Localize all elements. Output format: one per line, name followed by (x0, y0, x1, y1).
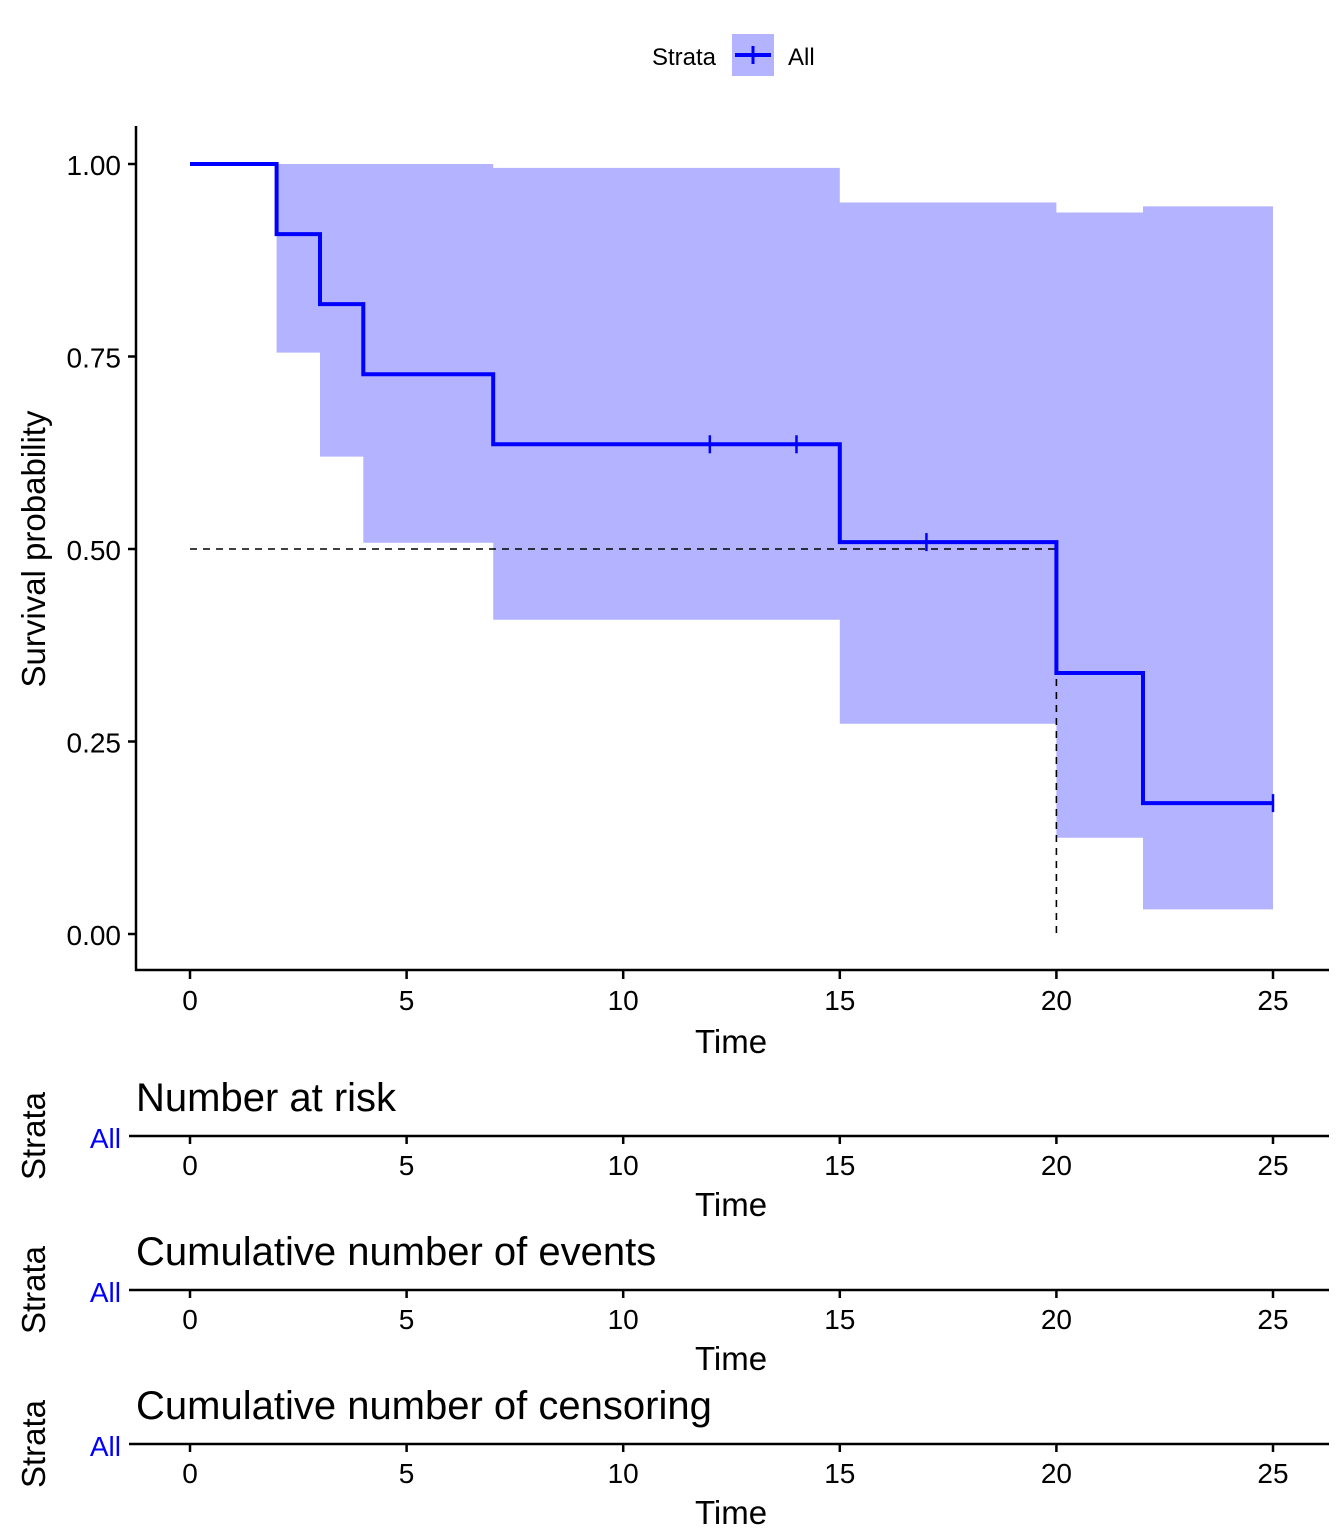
confidence-band-layer (190, 164, 1273, 910)
risk-table-y-label: Strata (15, 1245, 52, 1334)
risk-table-x-tick-label: 0 (182, 1458, 198, 1489)
median-survival-lines (190, 548, 1058, 934)
x-tick-label: 10 (608, 985, 639, 1016)
y-axis-ticks: 0.00 0.25 0.50 0.75 1.00 (67, 150, 136, 951)
x-tick-label: 0 (182, 985, 198, 1016)
y-tick-label: 0.00 (67, 920, 122, 951)
risk-table-x-tick-label: 25 (1257, 1458, 1288, 1489)
risk-table-title: Cumulative number of events (136, 1230, 656, 1274)
legend-title: Strata (652, 44, 717, 71)
risk-table-row-label: All (90, 1123, 121, 1154)
risk-table-3: Cumulative number of censoring All Strata 0… (15, 1384, 1329, 1531)
censor-marks-layer (708, 435, 1275, 813)
risk-table-title: Number at risk (136, 1076, 397, 1120)
risk-table-x-tick-label: 10 (608, 1458, 639, 1489)
y-axis-label: Survival probability (15, 410, 52, 687)
risk-table-x-tick-label: 5 (399, 1150, 415, 1181)
risk-table-x-label: Time (695, 1186, 767, 1223)
risk-table-row-label: All (90, 1431, 121, 1462)
x-tick-label: 20 (1041, 985, 1072, 1016)
survival-curve-layer (190, 162, 1273, 806)
risk-table-x-tick-label: 0 (182, 1304, 198, 1335)
legend-entry-label: All (788, 44, 815, 71)
survival-curve-all (190, 162, 1273, 806)
survival-plot: 0.00 0.25 0.50 0.75 1.00 0 5 10 15 20 25 Time Sur… (15, 126, 1329, 1060)
x-axis-label: Time (695, 1023, 767, 1060)
x-tick-label: 15 (824, 985, 855, 1016)
x-axis-ticks: 0 5 10 15 20 25 (182, 970, 1289, 1016)
confidence-band (190, 164, 1273, 910)
risk-table-x-tick-label: 5 (399, 1458, 415, 1489)
y-tick-label: 0.25 (67, 728, 122, 759)
x-tick-label: 5 (399, 985, 415, 1016)
risk-table-x-tick-label: 25 (1257, 1150, 1288, 1181)
y-tick-label: 0.75 (67, 343, 122, 374)
risk-table-x-label: Time (695, 1340, 767, 1377)
legend: Strata All (652, 34, 815, 76)
risk-table-x-tick-label: 10 (608, 1150, 639, 1181)
risk-table-title: Cumulative number of censoring (136, 1384, 712, 1428)
risk-table-x-tick-label: 15 (824, 1458, 855, 1489)
risk-table-y-label: Strata (15, 1399, 52, 1488)
risk-table-row-label: All (90, 1277, 121, 1308)
risk-table-1: Number at risk All Strata 0 5 10 15 20 25 Time (15, 1076, 1329, 1223)
risk-table-x-tick-label: 0 (182, 1150, 198, 1181)
y-tick-label: 1.00 (67, 150, 122, 181)
y-tick-label: 0.50 (67, 535, 122, 566)
risk-table-x-tick-label: 20 (1041, 1304, 1072, 1335)
x-tick-label: 25 (1257, 985, 1288, 1016)
risk-table-x-tick-label: 15 (824, 1304, 855, 1335)
risk-table-x-tick-label: 10 (608, 1304, 639, 1335)
risk-table-x-label: Time (695, 1494, 767, 1531)
risk-table-x-tick-label: 15 (824, 1150, 855, 1181)
risk-table-2: Cumulative number of events All Strata 0 5 10… (15, 1230, 1329, 1377)
risk-table-x-tick-label: 20 (1041, 1458, 1072, 1489)
risk-table-x-tick-label: 20 (1041, 1150, 1072, 1181)
risk-table-x-tick-label: 5 (399, 1304, 415, 1335)
risk-table-x-tick-label: 25 (1257, 1304, 1288, 1335)
risk-table-y-label: Strata (15, 1091, 52, 1180)
